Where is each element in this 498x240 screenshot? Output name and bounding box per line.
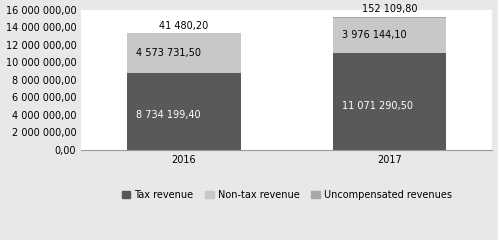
Bar <box>333 18 446 53</box>
Bar <box>127 33 241 73</box>
Text: 3 976 144,10: 3 976 144,10 <box>342 30 407 40</box>
Bar <box>333 17 446 18</box>
Text: 4 573 731,50: 4 573 731,50 <box>136 48 202 58</box>
Text: 8 734 199,40: 8 734 199,40 <box>136 110 201 120</box>
Legend: Tax revenue, Non-tax revenue, Uncompensated revenues: Tax revenue, Non-tax revenue, Uncompensa… <box>118 186 456 204</box>
Bar <box>127 73 241 150</box>
Bar <box>333 53 446 150</box>
Text: 152 109,80: 152 109,80 <box>362 4 417 14</box>
Text: 41 480,20: 41 480,20 <box>159 21 209 30</box>
Text: 11 071 290,50: 11 071 290,50 <box>342 101 413 111</box>
